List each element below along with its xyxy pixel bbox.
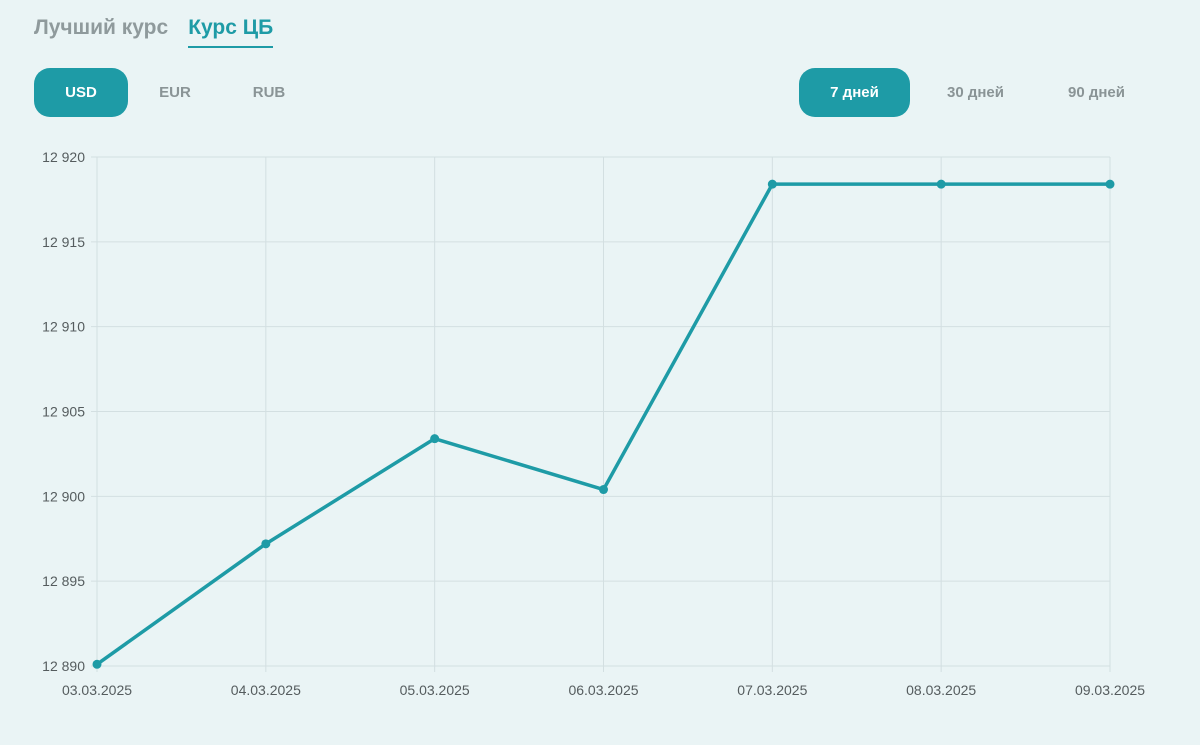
data-point[interactable]	[1105, 179, 1115, 189]
x-tick-label: 03.03.2025	[62, 682, 132, 698]
x-tick-label: 09.03.2025	[1075, 682, 1145, 698]
rate-type-tabs: Лучший курс Курс ЦБ	[34, 16, 274, 48]
series-layer	[92, 179, 1115, 669]
currency-rub-button[interactable]: RUB	[252, 84, 286, 101]
currency-selector: USD EUR RUB	[34, 68, 316, 117]
data-point[interactable]	[261, 539, 271, 549]
y-tick-label: 12 920	[42, 149, 85, 165]
y-tick-label: 12 890	[42, 658, 85, 674]
y-axis-ticks: 12 890 12 895 12 900 12 905 12 910 12 915 12 9…	[42, 149, 85, 674]
x-tick-label: 07.03.2025	[737, 682, 807, 698]
data-point[interactable]	[936, 179, 946, 189]
period-30-days-button[interactable]: 30 дней	[947, 84, 1004, 101]
period-selector: 7 дней 30 дней 90 дней	[799, 68, 1162, 117]
x-axis-ticks: 03.03.2025 04.03.2025 05.03.2025 06.03.2025…	[62, 682, 1145, 698]
y-tick-label: 12 895	[42, 573, 85, 589]
currency-eur-button[interactable]: EUR	[159, 84, 191, 101]
data-point[interactable]	[92, 659, 102, 669]
y-tick-label: 12 900	[42, 488, 85, 504]
tab-cb-rate[interactable]: Курс ЦБ	[188, 16, 274, 48]
grid-lines	[91, 156, 1111, 672]
y-tick-label: 12 905	[42, 404, 85, 420]
data-point[interactable]	[430, 434, 440, 444]
x-tick-label: 08.03.2025	[906, 682, 976, 698]
y-tick-label: 12 915	[42, 234, 85, 250]
x-tick-label: 05.03.2025	[400, 682, 470, 698]
data-point[interactable]	[599, 485, 608, 495]
period-90-days-button[interactable]: 90 дней	[1068, 84, 1125, 101]
tab-best-rate[interactable]: Лучший курс	[34, 16, 169, 39]
x-tick-label: 04.03.2025	[231, 682, 301, 698]
y-tick-label: 12 910	[42, 319, 85, 335]
currency-usd-button[interactable]: USD	[34, 68, 128, 117]
period-7-days-button[interactable]: 7 дней	[799, 68, 910, 117]
x-tick-label: 06.03.2025	[568, 682, 638, 698]
data-point[interactable]	[767, 179, 777, 189]
